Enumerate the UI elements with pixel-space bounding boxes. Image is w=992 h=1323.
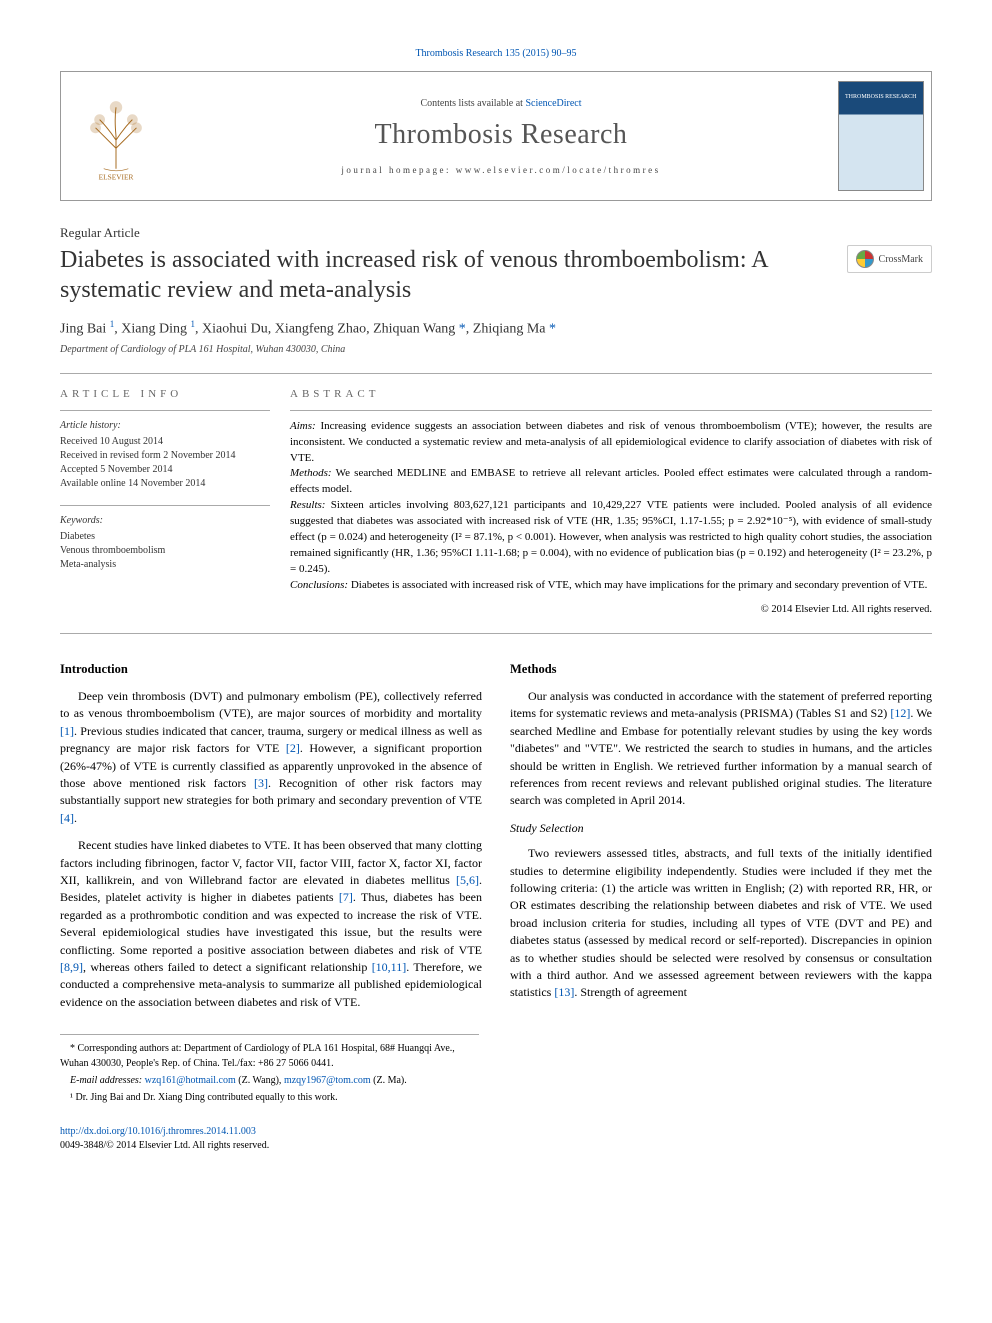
keyword: Meta-analysis (60, 558, 270, 572)
abs-aims: Increasing evidence suggests an associat… (290, 420, 932, 464)
history-item: Accepted 5 November 2014 (60, 463, 270, 477)
history-item: Available online 14 November 2014 (60, 477, 270, 491)
article-title: Diabetes is associated with increased ri… (60, 245, 827, 305)
crossmark-label: CrossMark (879, 254, 923, 265)
history-item: Received 10 August 2014 (60, 435, 270, 449)
ref-link[interactable]: [12] (890, 706, 910, 720)
intro-heading: Introduction (60, 660, 482, 678)
divider (60, 505, 270, 506)
homepage-url[interactable]: www.elsevier.com/locate/thromres (456, 165, 661, 175)
study-selection-paragraph: Two reviewers assessed titles, abstracts… (510, 845, 932, 1002)
author-list: Jing Bai 1, Xiang Ding 1, Xiaohui Du, Xi… (60, 319, 932, 338)
history-label: Article history: (60, 419, 270, 433)
study-selection-heading: Study Selection (510, 820, 932, 837)
abstract-body: Aims: Increasing evidence suggests an as… (290, 419, 932, 594)
divider (290, 410, 932, 411)
crossmark-icon (856, 250, 874, 268)
elsevier-logo: ELSEVIER (61, 72, 171, 200)
methods-heading: Methods (510, 660, 932, 678)
ref-link[interactable]: [13] (554, 985, 574, 999)
journal-name: Thrombosis Research (375, 119, 628, 151)
citation-line: Thrombosis Research 135 (2015) 90–95 (60, 48, 932, 59)
author-mark[interactable]: 1 (110, 319, 115, 329)
ref-link[interactable]: [10,11] (372, 960, 407, 974)
author: Zhiqiang Ma (473, 322, 546, 337)
ref-link[interactable]: [5,6] (456, 873, 479, 887)
author: Xiangfeng Zhao (275, 322, 366, 337)
contents-prefix: Contents lists available at (420, 98, 525, 109)
email-name: (Z. Wang), (236, 1075, 284, 1086)
ref-link[interactable]: [7] (339, 890, 353, 904)
author-mark[interactable]: 1 (191, 319, 196, 329)
email-line: E-mail addresses: wzq161@hotmail.com (Z.… (60, 1073, 479, 1088)
abstract-heading: abstract (290, 388, 932, 400)
abs-results-label: Results: (290, 499, 325, 511)
author: Xiang Ding (121, 322, 187, 337)
divider (60, 410, 270, 411)
keywords-label: Keywords: (60, 514, 270, 528)
divider (60, 633, 932, 634)
doi-link[interactable]: http://dx.doi.org/10.1016/j.thromres.201… (60, 1126, 256, 1137)
contribution-note: ¹ Dr. Jing Bai and Dr. Xiang Ding contri… (60, 1090, 479, 1105)
email-name: (Z. Ma). (371, 1075, 407, 1086)
footnotes: * Corresponding authors at: Department o… (60, 1034, 479, 1105)
ref-link[interactable]: [2] (286, 741, 300, 755)
abs-methods-label: Methods: (290, 467, 332, 479)
abstract-copyright: © 2014 Elsevier Ltd. All rights reserved… (290, 604, 932, 615)
ref-link[interactable]: [3] (254, 776, 268, 790)
intro-paragraph: Recent studies have linked diabetes to V… (60, 837, 482, 1011)
citation-link[interactable]: Thrombosis Research 135 (2015) 90–95 (415, 48, 576, 59)
journal-homepage: journal homepage: www.elsevier.com/locat… (341, 165, 660, 175)
cover-title: THROMBOSIS RESEARCH (845, 94, 917, 101)
abs-conclusions-label: Conclusions: (290, 579, 348, 591)
journal-header: ELSEVIER Contents lists available at Sci… (60, 71, 932, 201)
author: Zhiquan Wang (373, 322, 455, 337)
elsevier-tree-icon: ELSEVIER (71, 91, 161, 181)
methods-paragraph: Our analysis was conducted in accordance… (510, 688, 932, 810)
abs-conclusions: Diabetes is associated with increased ri… (348, 579, 927, 591)
keyword: Diabetes (60, 530, 270, 544)
email-link[interactable]: mzqy1967@tom.com (284, 1075, 371, 1086)
email-link[interactable]: wzq161@hotmail.com (145, 1075, 236, 1086)
sciencedirect-link[interactable]: ScienceDirect (525, 98, 581, 109)
ref-link[interactable]: [8,9] (60, 960, 83, 974)
homepage-prefix: journal homepage: (341, 165, 455, 175)
corresponding-note: * Corresponding authors at: Department o… (60, 1041, 479, 1071)
abs-methods: We searched MEDLINE and EMBASE to retrie… (290, 467, 932, 495)
affiliation: Department of Cardiology of PLA 161 Hosp… (60, 344, 932, 355)
keyword: Venous thromboembolism (60, 544, 270, 558)
intro-paragraph: Deep vein thrombosis (DVT) and pulmonary… (60, 688, 482, 827)
history-item: Received in revised form 2 November 2014 (60, 449, 270, 463)
svg-text:ELSEVIER: ELSEVIER (99, 172, 134, 181)
article-type: Regular Article (60, 225, 932, 241)
page-footer: http://dx.doi.org/10.1016/j.thromres.201… (60, 1125, 932, 1153)
corr-mark[interactable]: * (549, 322, 556, 337)
email-label: E-mail addresses: (70, 1075, 142, 1086)
journal-cover: THROMBOSIS RESEARCH (831, 72, 931, 200)
crossmark-badge[interactable]: CrossMark (847, 245, 932, 273)
corr-mark[interactable]: * (459, 322, 466, 337)
author: Jing Bai (60, 322, 106, 337)
article-info-heading: article info (60, 388, 270, 400)
contents-line: Contents lists available at ScienceDirec… (420, 98, 581, 109)
abs-results: Sixteen articles involving 803,627,121 p… (290, 499, 932, 575)
ref-link[interactable]: [1] (60, 724, 74, 738)
author: Xiaohui Du (202, 322, 268, 337)
article-body: Introduction Deep vein thrombosis (DVT) … (60, 660, 932, 1016)
abs-aims-label: Aims: (290, 420, 316, 432)
ref-link[interactable]: [4] (60, 811, 74, 825)
issn-line: 0049-3848/© 2014 Elsevier Ltd. All right… (60, 1140, 269, 1151)
